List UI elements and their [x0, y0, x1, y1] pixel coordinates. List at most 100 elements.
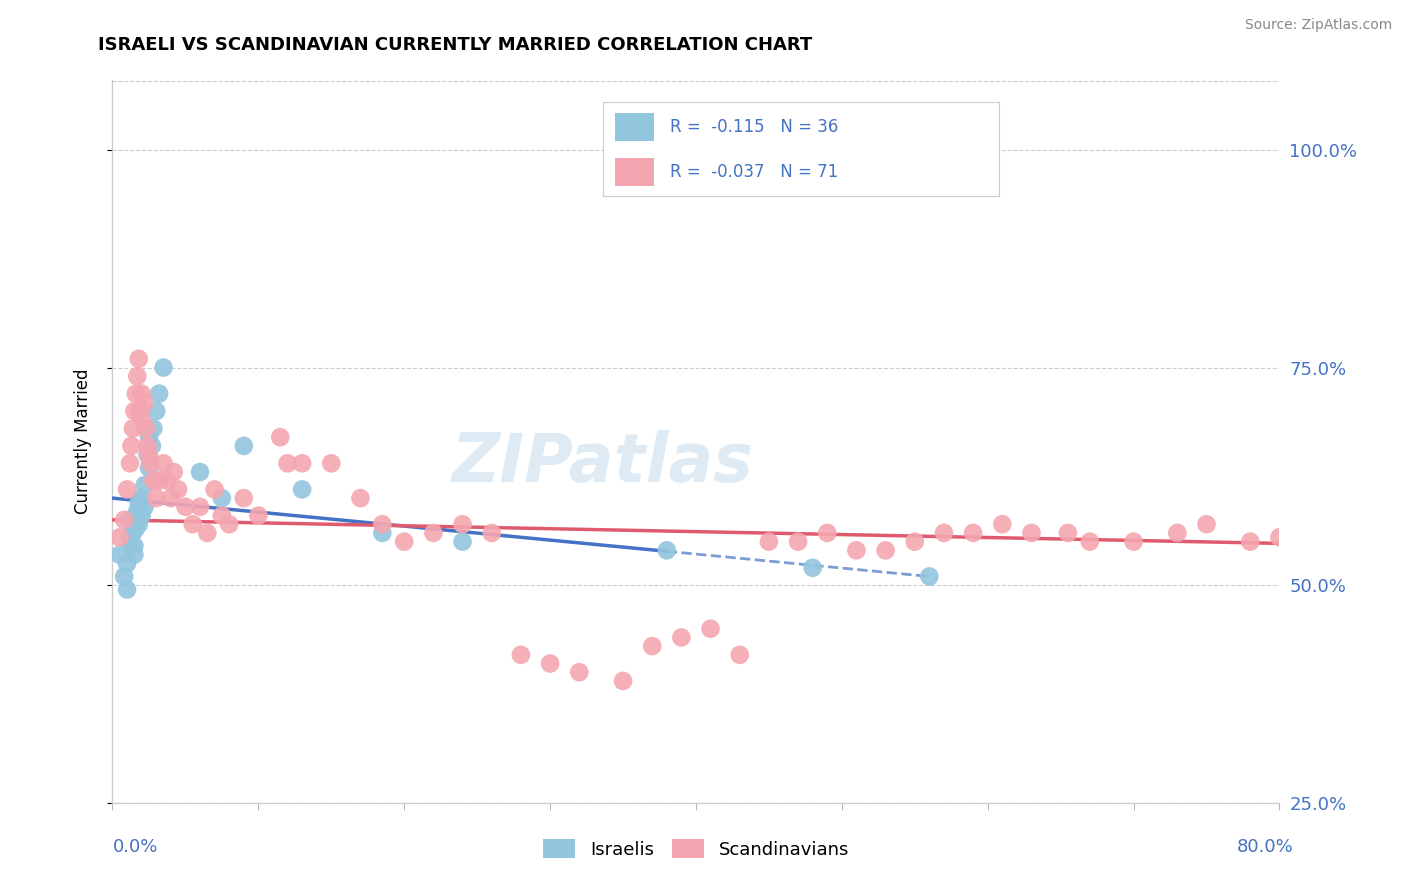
Point — [124, 539, 146, 553]
Point — [1057, 525, 1080, 540]
Point — [276, 456, 298, 470]
Point — [145, 404, 167, 418]
Point — [568, 665, 591, 680]
Point — [129, 404, 152, 418]
Point — [163, 465, 186, 479]
Point — [671, 631, 693, 645]
Point — [122, 421, 145, 435]
Point — [991, 517, 1014, 532]
Point — [128, 517, 150, 532]
Point — [845, 543, 868, 558]
Point — [801, 561, 824, 575]
Point — [131, 386, 153, 401]
Legend: Israelis, Scandinavians: Israelis, Scandinavians — [536, 832, 856, 866]
Point — [1268, 530, 1291, 544]
Point — [131, 413, 153, 427]
Point — [269, 430, 291, 444]
Point — [125, 386, 148, 401]
Point — [188, 500, 211, 514]
Point — [142, 474, 165, 488]
Point — [142, 421, 165, 435]
Point — [112, 513, 135, 527]
Point — [247, 508, 270, 523]
Point — [127, 504, 149, 518]
Point — [108, 548, 131, 562]
Point — [1239, 534, 1261, 549]
Point — [118, 513, 141, 527]
Point — [371, 517, 394, 532]
Point — [135, 421, 157, 435]
Point — [875, 543, 897, 558]
Point — [181, 517, 204, 532]
Point — [141, 439, 163, 453]
Point — [134, 478, 156, 492]
Point — [232, 439, 254, 453]
Point — [131, 508, 153, 523]
Point — [118, 530, 141, 544]
Point — [124, 404, 146, 418]
Y-axis label: Currently Married: Currently Married — [73, 368, 91, 515]
Point — [291, 483, 314, 497]
Point — [932, 525, 955, 540]
Point — [612, 673, 634, 688]
Point — [349, 491, 371, 505]
Point — [120, 539, 142, 553]
Point — [1122, 534, 1144, 549]
Point — [211, 491, 233, 505]
Point — [134, 395, 156, 409]
Point — [451, 534, 474, 549]
Point — [641, 639, 664, 653]
Point — [451, 517, 474, 532]
Point — [131, 491, 153, 505]
Point — [145, 491, 167, 505]
Point — [918, 569, 941, 583]
Point — [139, 456, 162, 470]
Point — [115, 557, 138, 571]
Point — [139, 456, 162, 470]
Point — [538, 657, 561, 671]
Point — [422, 525, 444, 540]
Text: 0.0%: 0.0% — [112, 838, 157, 856]
Point — [152, 360, 174, 375]
Point — [138, 448, 160, 462]
Point — [122, 525, 145, 540]
Point — [124, 548, 146, 562]
Point — [120, 439, 142, 453]
Point — [148, 474, 170, 488]
Point — [509, 648, 531, 662]
Point — [1195, 517, 1218, 532]
Point — [174, 500, 197, 514]
Point — [232, 491, 254, 505]
Point — [127, 369, 149, 384]
Point — [118, 456, 141, 470]
Point — [758, 534, 780, 549]
Point — [204, 483, 226, 497]
Point — [699, 622, 721, 636]
Point — [167, 483, 190, 497]
Point — [115, 483, 138, 497]
Point — [321, 456, 343, 470]
Point — [152, 456, 174, 470]
Text: 80.0%: 80.0% — [1237, 838, 1294, 856]
Point — [1021, 525, 1043, 540]
Point — [655, 543, 678, 558]
Point — [371, 525, 394, 540]
Point — [134, 500, 156, 514]
Point — [188, 465, 211, 479]
Point — [291, 456, 314, 470]
Point — [148, 386, 170, 401]
Point — [138, 430, 160, 444]
Point — [815, 525, 838, 540]
Point — [125, 522, 148, 536]
Point — [115, 582, 138, 597]
Text: ISRAELI VS SCANDINAVIAN CURRENTLY MARRIED CORRELATION CHART: ISRAELI VS SCANDINAVIAN CURRENTLY MARRIE… — [98, 36, 813, 54]
Point — [156, 474, 179, 488]
Point — [136, 439, 159, 453]
Point — [787, 534, 810, 549]
Point — [1166, 525, 1188, 540]
Point — [160, 491, 183, 505]
Point — [218, 517, 240, 532]
Text: Source: ZipAtlas.com: Source: ZipAtlas.com — [1244, 18, 1392, 32]
Point — [394, 534, 416, 549]
Point — [128, 495, 150, 509]
